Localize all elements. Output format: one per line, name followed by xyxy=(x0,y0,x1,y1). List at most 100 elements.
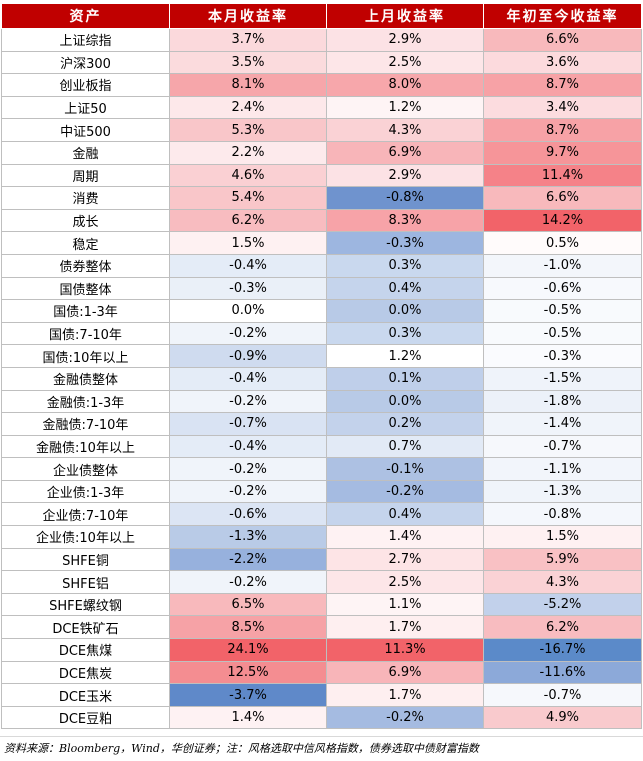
asset-return-table: 资产 本月收益率 上月收益率 年初至今收益率 上证综指 3.7% 2.9% 6.6% 沪… xyxy=(1,3,642,730)
this-month-return-cell: -0.2% xyxy=(169,479,327,504)
last-month-return-cell: 1.2% xyxy=(326,344,484,368)
last-month-return-cell: -0.8% xyxy=(326,186,484,210)
table-row: 金融债:1-3年 -0.2% 0.0% -1.8% xyxy=(1,389,642,414)
ytd-return-cell: -0.7% xyxy=(483,434,642,459)
this-month-return-cell: 8.5% xyxy=(169,615,327,640)
last-month-return-cell: 11.3% xyxy=(326,638,484,662)
this-month-return-cell: 6.2% xyxy=(169,208,327,233)
this-month-return-cell: 2.4% xyxy=(169,95,327,120)
ytd-return-cell: 1.5% xyxy=(483,525,642,549)
asset-name-cell: 中证500 xyxy=(1,118,170,142)
asset-name-cell: 企业债:7-10年 xyxy=(1,502,170,527)
ytd-return-cell: 4.9% xyxy=(483,705,642,730)
table-row: 金融债:10年以上 -0.4% 0.7% -0.7% xyxy=(1,434,642,459)
ytd-return-cell: -1.8% xyxy=(483,389,642,414)
ytd-return-cell: -0.7% xyxy=(483,683,642,707)
last-month-return-cell: 0.4% xyxy=(326,276,484,301)
ytd-return-cell: -16.7% xyxy=(483,638,642,662)
ytd-return-cell: 6.6% xyxy=(483,28,642,52)
ytd-return-cell: 8.7% xyxy=(483,118,642,142)
ytd-return-cell: -1.4% xyxy=(483,412,642,436)
header-this-month-return: 本月收益率 xyxy=(169,3,327,29)
ytd-return-cell: -0.8% xyxy=(483,502,642,527)
last-month-return-cell: 0.3% xyxy=(326,253,484,278)
table-row: DCE铁矿石 8.5% 1.7% 6.2% xyxy=(1,615,642,640)
this-month-return-cell: 12.5% xyxy=(169,660,327,685)
this-month-return-cell: -0.9% xyxy=(169,344,327,368)
table-row: DCE焦煤 24.1% 11.3% -16.7% xyxy=(1,638,642,662)
this-month-return-cell: -2.2% xyxy=(169,547,327,572)
last-month-return-cell: 2.9% xyxy=(326,28,484,52)
ytd-return-cell: 6.2% xyxy=(483,615,642,640)
table-row: 企业债:7-10年 -0.6% 0.4% -0.8% xyxy=(1,502,642,527)
asset-name-cell: 国债:10年以上 xyxy=(1,344,170,368)
table-row: 稳定 1.5% -0.3% 0.5% xyxy=(1,231,642,255)
ytd-return-cell: -0.6% xyxy=(483,276,642,301)
this-month-return-cell: -0.2% xyxy=(169,457,327,481)
asset-name-cell: DCE豆粕 xyxy=(1,705,170,730)
ytd-return-cell: -1.1% xyxy=(483,457,642,481)
last-month-return-cell: 4.3% xyxy=(326,118,484,142)
asset-name-cell: 沪深300 xyxy=(1,50,170,75)
last-month-return-cell: 1.1% xyxy=(326,592,484,617)
table-row: 周期 4.6% 2.9% 11.4% xyxy=(1,163,642,188)
this-month-return-cell: 3.7% xyxy=(169,28,327,52)
table-body: 上证综指 3.7% 2.9% 6.6% 沪深300 3.5% 2.5% 3.6% 创业板指 8.1… xyxy=(1,28,642,730)
asset-name-cell: 企业债整体 xyxy=(1,457,170,481)
ytd-return-cell: 4.3% xyxy=(483,570,642,594)
this-month-return-cell: 3.5% xyxy=(169,50,327,75)
table-row: 金融债:7-10年 -0.7% 0.2% -1.4% xyxy=(1,412,642,436)
last-month-return-cell: 2.7% xyxy=(326,547,484,572)
last-month-return-cell: 0.4% xyxy=(326,502,484,527)
asset-name-cell: 周期 xyxy=(1,163,170,188)
this-month-return-cell: 24.1% xyxy=(169,638,327,662)
this-month-return-cell: 5.4% xyxy=(169,186,327,210)
last-month-return-cell: 1.7% xyxy=(326,683,484,707)
header-last-month-return: 上月收益率 xyxy=(326,3,484,29)
last-month-return-cell: 0.7% xyxy=(326,434,484,459)
last-month-return-cell: 0.2% xyxy=(326,412,484,436)
table-row: 国债:10年以上 -0.9% 1.2% -0.3% xyxy=(1,344,642,368)
last-month-return-cell: 1.2% xyxy=(326,95,484,120)
asset-name-cell: SHFE铝 xyxy=(1,570,170,594)
table-row: 国债整体 -0.3% 0.4% -0.6% xyxy=(1,276,642,301)
table-row: 金融债整体 -0.4% 0.1% -1.5% xyxy=(1,366,642,391)
asset-name-cell: 成长 xyxy=(1,208,170,233)
last-month-return-cell: 8.3% xyxy=(326,208,484,233)
asset-name-cell: 国债:1-3年 xyxy=(1,299,170,323)
table-row: 成长 6.2% 8.3% 14.2% xyxy=(1,208,642,233)
source-note: 资料来源：Bloomberg，Wind，华创证券；注：风格选取中信风格指数，债券… xyxy=(4,742,479,755)
table-row: 上证综指 3.7% 2.9% 6.6% xyxy=(1,28,642,52)
this-month-return-cell: -1.3% xyxy=(169,525,327,549)
ytd-return-cell: -5.2% xyxy=(483,592,642,617)
asset-name-cell: 创业板指 xyxy=(1,73,170,97)
table-row: 企业债:1-3年 -0.2% -0.2% -1.3% xyxy=(1,479,642,504)
ytd-return-cell: -1.3% xyxy=(483,479,642,504)
table-row: 沪深300 3.5% 2.5% 3.6% xyxy=(1,50,642,75)
last-month-return-cell: 6.9% xyxy=(326,660,484,685)
last-month-return-cell: 0.3% xyxy=(326,321,484,346)
table-row: 中证500 5.3% 4.3% 8.7% xyxy=(1,118,642,142)
table-row: SHFE铜 -2.2% 2.7% 5.9% xyxy=(1,547,642,572)
asset-name-cell: 国债:7-10年 xyxy=(1,321,170,346)
asset-name-cell: 金融债:1-3年 xyxy=(1,389,170,414)
this-month-return-cell: 4.6% xyxy=(169,163,327,188)
last-month-return-cell: 0.0% xyxy=(326,299,484,323)
table-row: 上证50 2.4% 1.2% 3.4% xyxy=(1,95,642,120)
asset-name-cell: 金融债整体 xyxy=(1,366,170,391)
asset-name-cell: 金融债:7-10年 xyxy=(1,412,170,436)
this-month-return-cell: 0.0% xyxy=(169,299,327,323)
ytd-return-cell: 3.4% xyxy=(483,95,642,120)
table-row: 消费 5.4% -0.8% 6.6% xyxy=(1,186,642,210)
table-row: DCE焦炭 12.5% 6.9% -11.6% xyxy=(1,660,642,685)
asset-name-cell: DCE铁矿石 xyxy=(1,615,170,640)
table-row: DCE豆粕 1.4% -0.2% 4.9% xyxy=(1,705,642,730)
asset-name-cell: 消费 xyxy=(1,186,170,210)
table-row: SHFE铝 -0.2% 2.5% 4.3% xyxy=(1,570,642,594)
ytd-return-cell: 3.6% xyxy=(483,50,642,75)
ytd-return-cell: 14.2% xyxy=(483,208,642,233)
asset-name-cell: 上证综指 xyxy=(1,28,170,52)
table-row: 金融 2.2% 6.9% 9.7% xyxy=(1,140,642,165)
asset-name-cell: 企业债:10年以上 xyxy=(1,525,170,549)
